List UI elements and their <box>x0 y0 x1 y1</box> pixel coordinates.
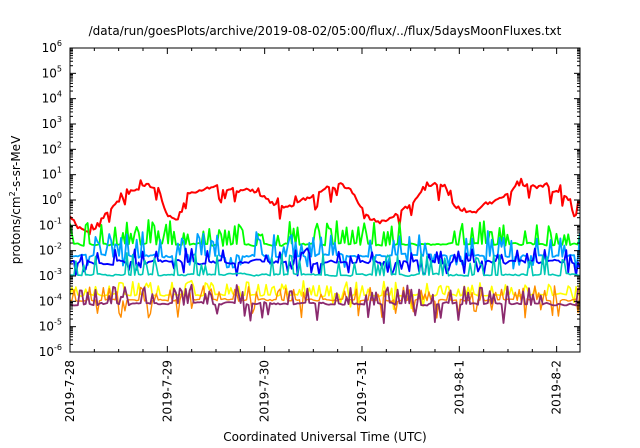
y-tick-label: 10-6 <box>39 343 62 359</box>
x-tick-label: 2019-7-31 <box>355 360 369 422</box>
y-axis-title-suffix: -s-sr-MeV <box>9 135 23 191</box>
x-axis-title: Coordinated Universal Time (UTC) <box>223 430 426 444</box>
series-line-1 <box>70 177 580 236</box>
x-tick-label: 2019-7-28 <box>63 360 77 422</box>
series-layer <box>70 177 580 325</box>
y-tick-label: 103 <box>42 115 62 131</box>
x-tick-label: 2019-7-29 <box>160 360 174 422</box>
y-tick-label: 100 <box>42 191 62 207</box>
y-axis: 10-6 10-5 10-4 10-3 10-2 10-1 100 101 102 103 104 1… <box>39 39 580 359</box>
y-axis-title: protons/cm2-s-sr-MeV <box>8 135 23 264</box>
y-tick-label: 105 <box>42 64 62 80</box>
series-line-2 <box>70 219 580 247</box>
x-axis: 2019-7-28 2019-7-29 2019-7-30 2019-7-31 2019… <box>63 48 564 422</box>
x-tick-label: 2019-7-30 <box>258 360 272 422</box>
series-line-8 <box>70 283 580 325</box>
y-axis-title-prefix: protons/cm <box>9 196 23 264</box>
x-tick-label: 2019-8-1 <box>452 360 466 414</box>
series-line-5 <box>70 252 580 277</box>
y-tick-label: 10-1 <box>39 216 62 232</box>
y-tick-label: 10-5 <box>39 318 62 334</box>
series-line-7 <box>70 285 580 319</box>
y-tick-label: 10-3 <box>39 267 62 283</box>
y-tick-label: 10-4 <box>39 292 62 308</box>
y-axis-title-superscript: 2 <box>8 191 17 196</box>
chart-title: /data/run/goesPlots/archive/2019-08-02/0… <box>89 24 562 38</box>
y-tick-label: 104 <box>42 90 62 106</box>
y-tick-label: 101 <box>42 166 62 182</box>
x-tick-label: 2019-8-2 <box>550 360 564 414</box>
y-tick-label: 106 <box>42 39 62 55</box>
y-tick-label: 10-2 <box>39 242 62 258</box>
y-tick-label: 102 <box>42 140 62 156</box>
